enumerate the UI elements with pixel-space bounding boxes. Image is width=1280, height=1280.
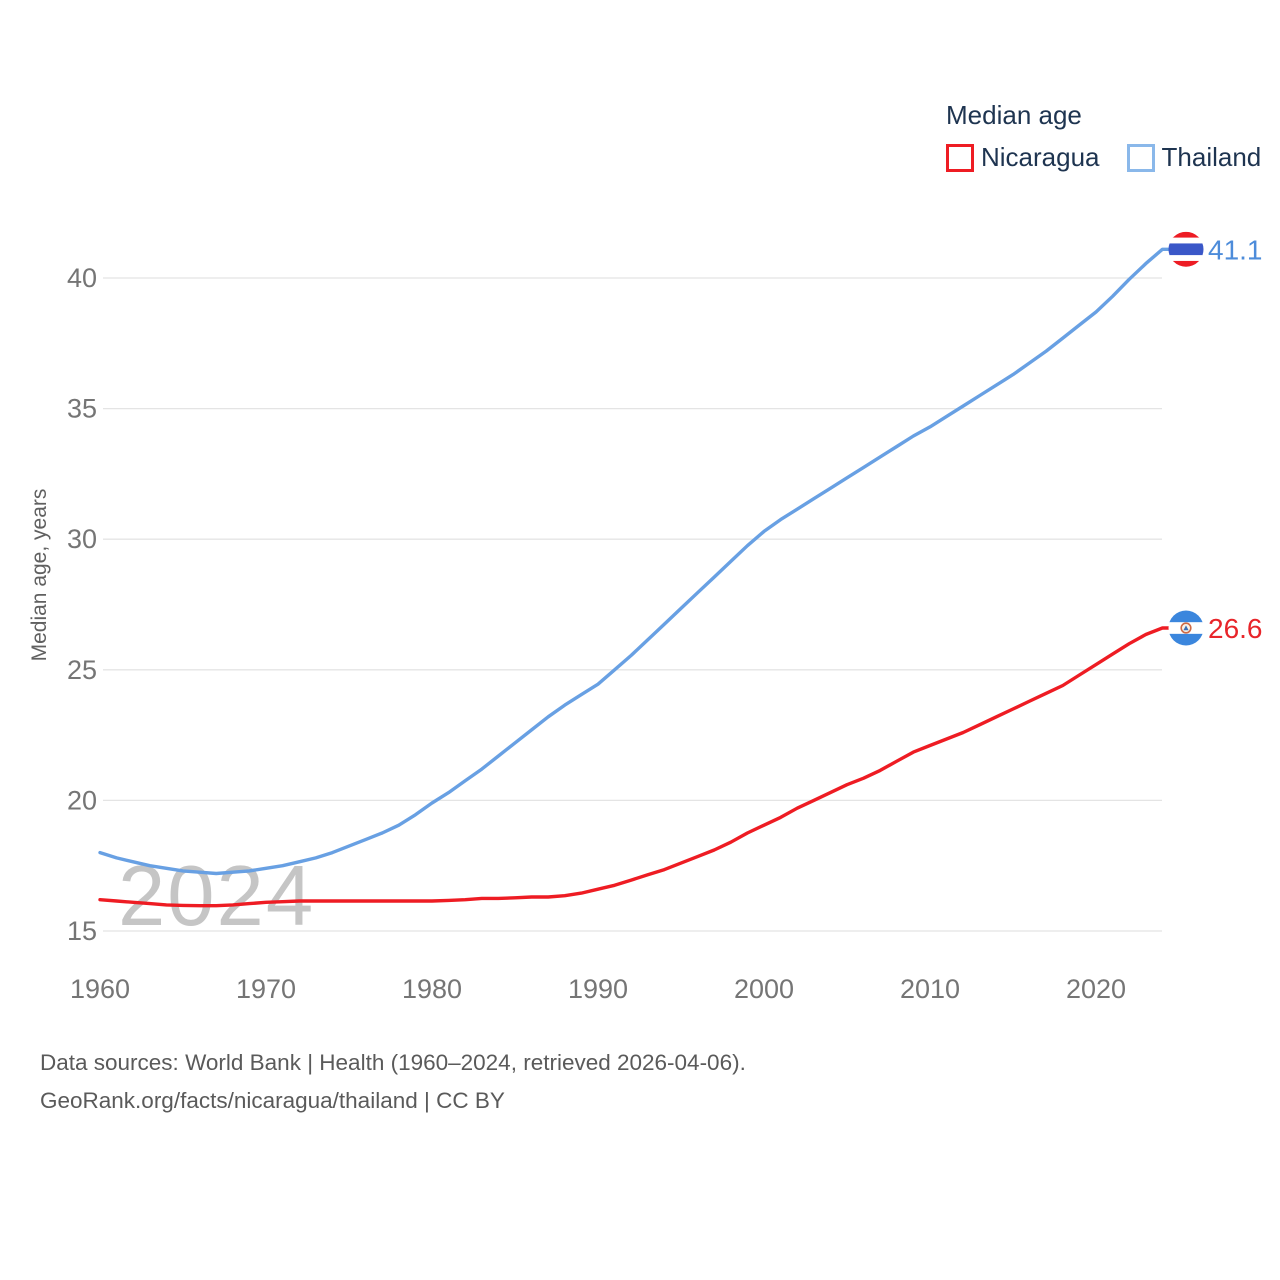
x-tick-1970: 1970 <box>236 974 296 1004</box>
legend-label-thailand: Thailand <box>1161 142 1262 172</box>
legend-label-nicaragua: Nicaragua <box>981 142 1100 172</box>
x-tick-2000: 2000 <box>734 974 794 1004</box>
nicaragua-end-value: 26.6 <box>1208 613 1263 644</box>
nicaragua-swatch-icon[interactable] <box>946 143 974 172</box>
watermark-year: 2024 <box>118 849 315 944</box>
y-tick-35: 35 <box>67 394 97 424</box>
y-tick-25: 25 <box>67 655 97 685</box>
nicaragua-line <box>98 626 1175 908</box>
legend: Median age Nicaragua Thailand <box>946 100 1261 173</box>
footer-sources-line: Data sources: World Bank | Health (1960–… <box>40 1050 746 1075</box>
y-tick-40: 40 <box>67 263 97 293</box>
x-tick-2020: 2020 <box>1066 974 1126 1004</box>
legend-title: Median age <box>946 100 1082 130</box>
x-tick-1960: 1960 <box>70 974 130 1004</box>
footer: Data sources: World Bank | Health (1960–… <box>40 1044 746 1120</box>
footer-attribution-line: GeoRank.org/facts/nicaragua/thailand | C… <box>40 1088 505 1113</box>
legend-item-nicaragua[interactable]: Nicaragua <box>946 142 1100 173</box>
thailand-line <box>98 247 1175 876</box>
thailand-flag-icon <box>1168 231 1204 267</box>
thailand-swatch-icon[interactable] <box>1126 143 1155 172</box>
x-tick-1980: 1980 <box>402 974 462 1004</box>
legend-items: Nicaragua Thailand <box>946 142 1261 173</box>
y-axis-title: Median age, years <box>28 489 51 662</box>
y-tick-15: 15 <box>67 916 97 946</box>
nicaragua-flag-icon <box>1168 610 1204 646</box>
y-tick-20: 20 <box>67 785 97 815</box>
x-tick-1990: 1990 <box>568 974 628 1004</box>
y-tick-30: 30 <box>67 524 97 554</box>
thailand-end-value: 41.1 <box>1208 234 1263 265</box>
x-tick-2010: 2010 <box>900 974 960 1004</box>
legend-item-thailand[interactable]: Thailand <box>1126 142 1262 173</box>
